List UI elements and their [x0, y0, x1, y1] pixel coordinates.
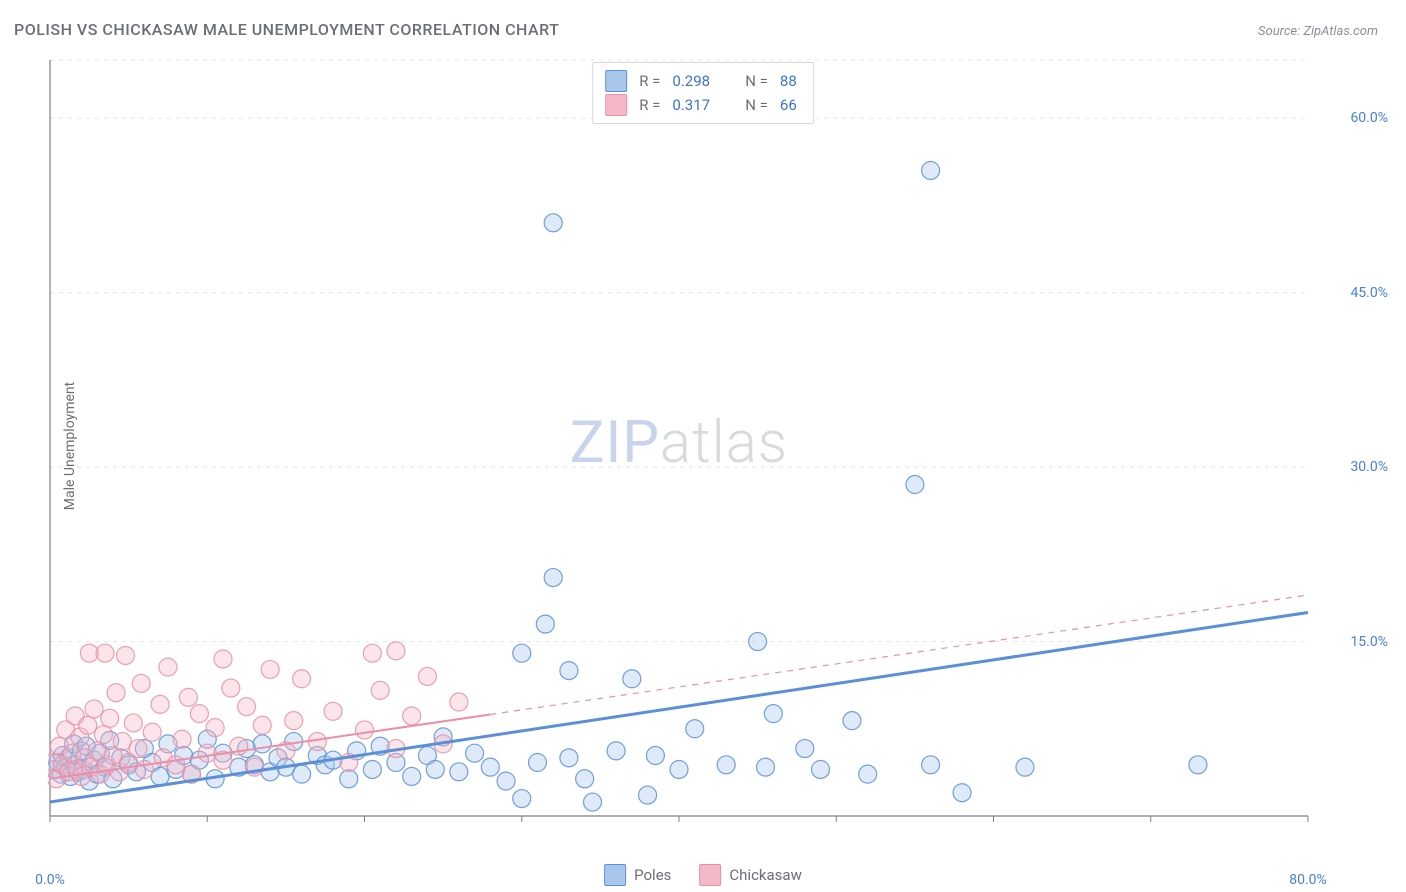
x-tick-label: 0.0% [35, 872, 65, 888]
legend-r-value: 0.317 [672, 93, 710, 117]
legend-item: Chickasaw [699, 864, 801, 886]
y-tick-label: 15.0% [1350, 634, 1388, 650]
y-tick-label: 45.0% [1350, 285, 1388, 301]
stats-legend: R = 0.298 N = 88R = 0.317 N = 66 [592, 62, 814, 124]
legend-n-value: 88 [780, 69, 797, 93]
series-legend: Poles Chickasaw [604, 864, 802, 886]
legend-r-value: 0.298 [672, 69, 710, 93]
plot-svg [48, 58, 1310, 828]
chart-title: POLISH VS CHICKASAW MALE UNEMPLOYMENT CO… [14, 20, 559, 39]
y-tick-label: 30.0% [1350, 459, 1388, 475]
legend-swatch [604, 864, 626, 886]
legend-n-label: N = [745, 93, 768, 117]
legend-r-label: R = [639, 93, 660, 117]
legend-swatch [605, 70, 627, 92]
legend-swatch [699, 864, 721, 886]
legend-n-value: 66 [780, 93, 797, 117]
source-attribution: Source: ZipAtlas.com [1258, 24, 1378, 39]
legend-r-label: R = [639, 69, 660, 93]
source-label: Source: [1258, 24, 1300, 39]
legend-n-label: N = [745, 69, 768, 93]
legend-item: Poles [604, 864, 671, 886]
y-tick-label: 60.0% [1350, 110, 1388, 126]
x-tick-label: 80.0% [1289, 872, 1327, 888]
source-value: ZipAtlas.com [1303, 24, 1378, 39]
stats-legend-row: R = 0.317 N = 66 [605, 93, 797, 117]
legend-label: Chickasaw [729, 866, 801, 884]
scatter-plot: ZIPatlas [48, 58, 1310, 828]
stats-legend-row: R = 0.298 N = 88 [605, 69, 797, 93]
legend-label: Poles [634, 866, 671, 884]
legend-swatch [605, 94, 627, 116]
